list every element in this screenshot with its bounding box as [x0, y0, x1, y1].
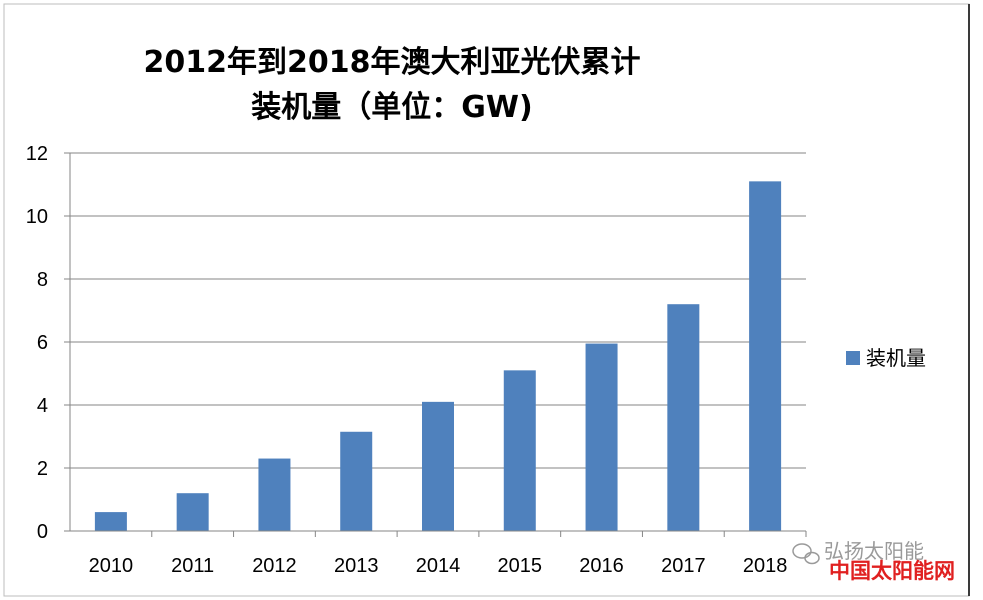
bar-2012: [258, 458, 291, 531]
watermark-site-text: 中国太阳能网: [829, 559, 955, 583]
x-tick-label: 2015: [498, 555, 543, 577]
bar-2017: [667, 304, 700, 531]
x-tick-label: 2016: [579, 555, 624, 577]
x-tick-labels: 2010 2011 2012 2013 2014 2015 2016 2017 2018: [89, 555, 788, 577]
y-tick-label: 2: [37, 458, 48, 480]
bar-2018: [749, 181, 782, 531]
y-tick-label: 12: [26, 143, 48, 165]
bar-2010: [94, 512, 127, 531]
bars: [94, 181, 782, 531]
y-tick-label: 4: [37, 395, 48, 417]
y-tick-label: 6: [37, 332, 48, 354]
x-tick-label: 2018: [743, 555, 788, 577]
bar-2015: [503, 370, 536, 531]
legend-swatch: [846, 351, 860, 365]
bar-2011: [176, 493, 209, 531]
legend: 装机量: [846, 346, 926, 370]
y-tick-labels: 0 2 4 6 8 10 12: [26, 143, 48, 543]
y-tick-label: 0: [37, 521, 48, 543]
x-tick-label: 2014: [416, 555, 461, 577]
x-tick-label: 2017: [661, 555, 706, 577]
watermark: 弘扬太阳能 中国太阳能网: [792, 539, 955, 583]
bar-2013: [340, 431, 373, 531]
x-tick-label: 2013: [334, 555, 379, 577]
bar-2016: [585, 343, 618, 531]
x-tick-label: 2011: [171, 555, 214, 577]
x-tick-label: 2010: [89, 555, 134, 577]
x-tick-label: 2012: [252, 555, 297, 577]
y-tick-label: 10: [26, 206, 48, 228]
chart-title-line1: 2012年到2018年澳大利亚光伏累计: [144, 45, 641, 80]
legend-label: 装机量: [866, 346, 926, 370]
watermark-wechat-text: 弘扬太阳能: [824, 539, 924, 563]
y-tick-label: 8: [37, 269, 48, 291]
bar-2014: [422, 401, 454, 531]
chart-title-line2: 装机量（单位：GW): [251, 90, 532, 125]
wechat-icon: [792, 543, 820, 565]
